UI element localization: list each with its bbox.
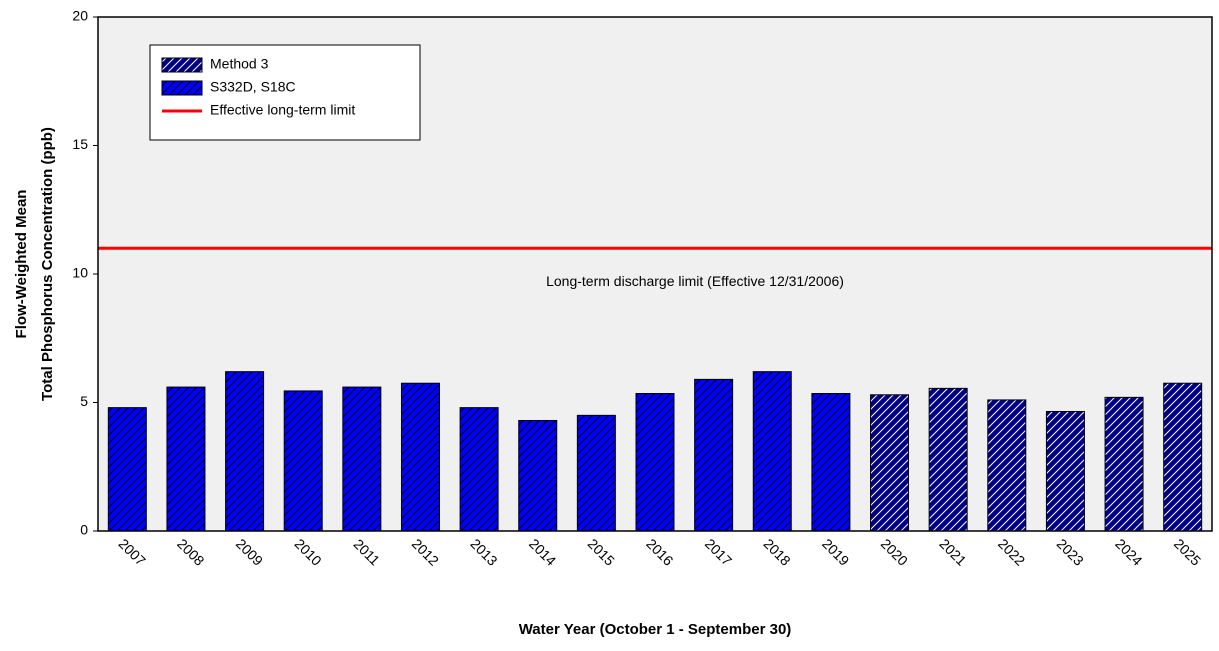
bar (342, 386, 382, 532)
x-tick-label: 2013 (467, 535, 500, 568)
x-tick-label: 2015 (585, 535, 618, 568)
legend-swatch (161, 80, 203, 96)
bar (1104, 396, 1144, 532)
x-tick-label: 2022 (995, 535, 1028, 568)
y-axis-title: Total Phosphorus Concentration (ppb) (39, 127, 56, 401)
bar (752, 371, 792, 532)
y-tick-label: 20 (72, 8, 88, 24)
x-tick-label: 2016 (643, 535, 676, 568)
x-tick-label: 2018 (761, 535, 794, 568)
y-tick-label: 5 (80, 393, 88, 409)
x-tick-label: 2008 (174, 535, 207, 568)
x-tick-label: 2007 (116, 535, 149, 568)
bar (870, 394, 910, 532)
x-tick-label: 2024 (1112, 535, 1145, 568)
x-tick-label: 2009 (233, 535, 266, 568)
bar (1045, 410, 1085, 532)
legend-label: Effective long-term limit (210, 102, 355, 118)
bar (283, 390, 323, 532)
x-tick-label: 2023 (1054, 535, 1087, 568)
y-axis-title: Flow-Weighted Mean (13, 190, 30, 339)
bar (987, 399, 1027, 532)
x-tick-label: 2012 (409, 535, 442, 568)
x-tick-label: 2010 (291, 535, 324, 568)
bar (225, 371, 265, 532)
plot-frame (97, 16, 1213, 532)
x-axis-title: Water Year (October 1 - September 30) (519, 621, 792, 638)
y-tick-label: 10 (72, 265, 88, 281)
x-tick-label: 2019 (819, 535, 852, 568)
x-tick-label: 2025 (1171, 535, 1204, 568)
bar (694, 378, 734, 532)
bar (518, 419, 558, 532)
bar (928, 387, 968, 532)
bar (459, 407, 499, 532)
x-tick-label: 2017 (702, 535, 735, 568)
x-tick-label: 2014 (526, 535, 559, 568)
x-tick-label: 2011 (350, 536, 383, 569)
legend-swatch (161, 57, 203, 73)
bar (1163, 382, 1203, 532)
x-tick-label: 2020 (878, 535, 911, 568)
x-tick-label: 2021 (936, 535, 969, 568)
annotation: Long-term discharge limit (Effective 12/… (546, 273, 844, 289)
bar (576, 414, 616, 532)
bar (811, 393, 851, 532)
y-tick-label: 15 (72, 136, 88, 152)
bar (635, 393, 675, 532)
y-tick-label: 0 (80, 522, 88, 538)
bar (107, 407, 147, 532)
bar (400, 382, 440, 532)
bar (166, 386, 206, 532)
legend-label: Method 3 (210, 56, 269, 72)
legend-label: S332D, S18C (210, 79, 296, 95)
